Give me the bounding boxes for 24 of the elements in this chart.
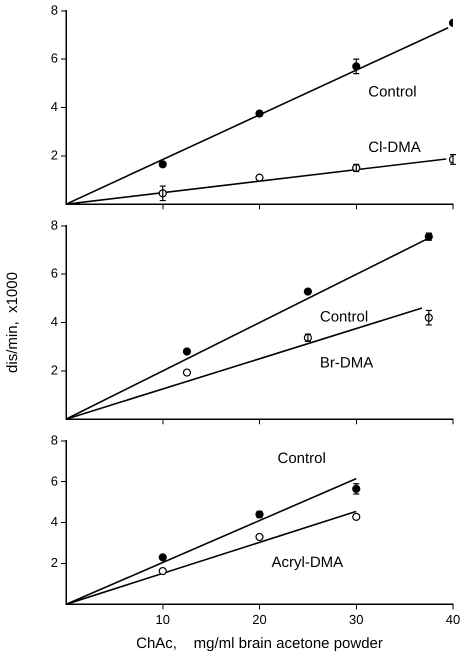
- x-tick-label: 30: [349, 612, 364, 627]
- y-tick-label: 4: [50, 514, 58, 530]
- y-tick-label: 2: [50, 555, 58, 570]
- y-tick-label: 4: [50, 99, 58, 114]
- y-axis-title: dis/min, x1000: [4, 272, 22, 373]
- series-label: Control: [368, 83, 417, 100]
- text: Control: [278, 450, 326, 467]
- x-tick-label: 20: [252, 612, 267, 627]
- series-label: Br-DMA: [320, 354, 374, 372]
- series-label: Cl-DMA: [368, 138, 421, 156]
- series-label: Acryl-DMA: [272, 554, 344, 571]
- y-tick-label: 4: [50, 314, 58, 330]
- y-tick-label: 8: [50, 432, 58, 448]
- y-tick-label: 6: [50, 50, 58, 66]
- x-tick-label: 10: [156, 612, 170, 627]
- y-tick-label: 2: [50, 147, 58, 162]
- x-axis-title: ChAc, mg/ml brain acetone powder: [136, 635, 383, 652]
- y-tick-label: 8: [50, 217, 58, 232]
- y-tick-label: 6: [50, 473, 58, 488]
- x-tick-label: 40: [446, 612, 460, 627]
- y-tick-label: 6: [50, 266, 58, 281]
- series-label: Control: [320, 308, 368, 326]
- y-tick-label: 8: [50, 2, 58, 18]
- y-tick-label: 2: [50, 362, 58, 378]
